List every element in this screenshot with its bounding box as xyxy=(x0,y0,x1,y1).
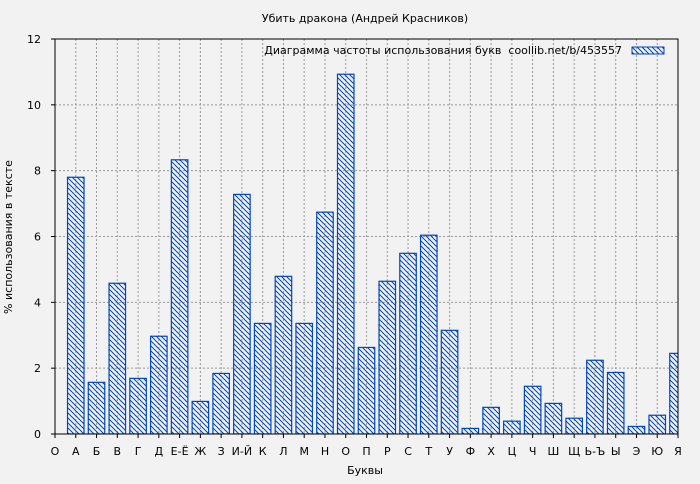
bar-Г xyxy=(129,377,147,434)
y-tick-label: 0 xyxy=(34,428,41,441)
x-tick-label: Б xyxy=(93,445,101,458)
x-axis-label: Буквы xyxy=(347,464,383,477)
bar-Ы xyxy=(606,371,625,434)
y-tick-label: 2 xyxy=(34,362,41,375)
chart-title: Убить дракона (Андрей Красников) xyxy=(262,12,468,25)
bar-Д xyxy=(149,335,168,434)
legend: Диаграмма частоты использования букв coo… xyxy=(264,44,665,57)
bar-Ю xyxy=(648,414,667,434)
bar-Ц xyxy=(503,420,521,434)
y-tick-label: 10 xyxy=(27,99,41,112)
x-tick-label: Щ xyxy=(568,445,580,458)
x-tick-label: Т xyxy=(424,445,432,458)
bars xyxy=(66,73,678,434)
x-tick-label: К xyxy=(259,445,267,458)
bar-О xyxy=(336,73,355,434)
bar-З xyxy=(212,372,230,434)
x-tick-label: О xyxy=(341,445,350,458)
x-tick-label: Ш xyxy=(548,445,560,458)
y-tick-label: 8 xyxy=(34,165,41,178)
x-tick-label: О xyxy=(51,445,60,458)
bar-Ь-Ъ xyxy=(586,359,604,434)
bar-А xyxy=(66,176,85,434)
bar-М xyxy=(295,322,314,434)
x-tick-label: Г xyxy=(135,445,142,458)
bar-И-Й xyxy=(233,193,251,434)
legend-swatch xyxy=(631,46,665,55)
bar-Х xyxy=(482,406,500,434)
x-tick-label: Д xyxy=(155,445,164,458)
bar-Ж xyxy=(191,400,210,434)
bar-Ф xyxy=(461,427,480,434)
bar-П xyxy=(357,346,376,434)
x-tick-label: Э xyxy=(633,445,641,458)
x-axis-ticks: О А Б В Г Д Е-Ё Ж З И-Й К Л М Н О П Р С Т У Ф Х Ц Ч Ш Щ Ь-Ъ Ы Э Ю Я xyxy=(51,434,682,458)
x-tick-label: Х xyxy=(487,445,495,458)
x-tick-label: Ц xyxy=(508,445,517,458)
bar-Л xyxy=(274,275,293,434)
bar-У xyxy=(440,329,459,434)
x-tick-label: Е-Ё xyxy=(171,445,189,458)
bar-В xyxy=(108,282,127,434)
y-tick-label: 12 xyxy=(27,33,41,46)
legend-label: Диаграмма частоты использования букв coo… xyxy=(264,44,622,57)
x-tick-label: Н xyxy=(321,445,329,458)
x-tick-label: М xyxy=(299,445,309,458)
x-tick-label: Ч xyxy=(529,445,537,458)
x-tick-label: П xyxy=(362,445,370,458)
x-tick-label: Р xyxy=(384,445,391,458)
x-tick-label: В xyxy=(114,445,122,458)
x-tick-label: И-Й xyxy=(232,445,252,458)
y-tick-label: 4 xyxy=(34,296,41,309)
bar-С xyxy=(399,252,417,434)
x-tick-label: Я xyxy=(674,445,682,458)
bar-Я xyxy=(669,352,678,434)
bar-Б xyxy=(87,381,106,434)
x-tick-label: У xyxy=(446,445,453,458)
y-tick-label: 6 xyxy=(34,231,41,244)
bar-Т xyxy=(419,234,438,434)
bar-К xyxy=(253,322,272,434)
x-tick-label: З xyxy=(218,445,225,458)
x-tick-label: Ж xyxy=(194,445,206,458)
bar-Ч xyxy=(523,385,542,434)
bar-Н xyxy=(316,211,334,434)
bar-Р xyxy=(378,280,397,434)
x-tick-label: Ю xyxy=(651,445,663,458)
bar-Ш xyxy=(544,402,563,434)
y-axis-ticks: 0 2 4 6 8 10 12 xyxy=(27,33,55,441)
bar-Э xyxy=(627,425,646,434)
x-tick-label: С xyxy=(404,445,412,458)
y-axis-label: % использования в тексте xyxy=(2,160,15,314)
x-tick-label: А xyxy=(72,445,80,458)
x-tick-label: Ы xyxy=(611,445,621,458)
x-tick-label: Л xyxy=(279,445,287,458)
x-tick-label: Ф xyxy=(466,445,475,458)
bar-Е-Ё xyxy=(170,159,189,434)
x-tick-label: Ь-Ъ xyxy=(585,445,606,458)
bar-Щ xyxy=(565,417,584,434)
